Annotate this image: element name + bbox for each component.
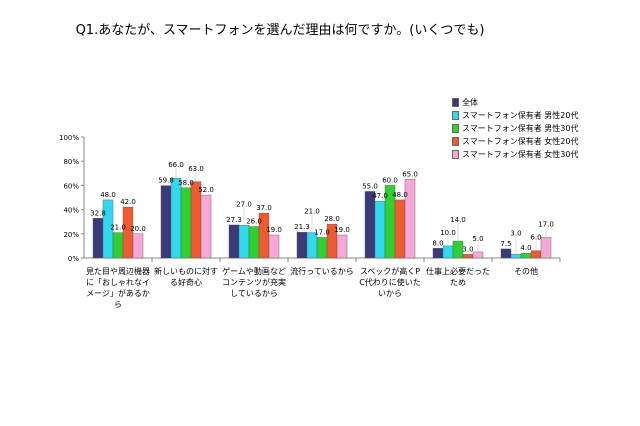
legend-item: 全体 [452,96,578,109]
data-label: 60.0 [382,176,398,184]
data-label: 48.0 [392,191,408,199]
bar [122,206,134,259]
legend-item: スマートフォン保有者 男性20代 [452,109,578,122]
bar [238,225,250,259]
data-label: 17.0 [538,220,554,228]
bar [170,177,182,259]
bar [160,185,172,259]
legend-swatch [452,111,459,120]
bar [510,254,522,259]
y-tick-label: 0% [68,255,79,263]
data-label: 66.0 [168,161,184,169]
data-label: 27.0 [236,200,252,208]
data-label: 32.8 [90,209,106,217]
data-label: 3.0 [510,229,521,237]
data-label: 14.0 [450,216,466,224]
bar [500,248,512,259]
data-label: 6.0 [530,234,541,242]
data-label: 10.0 [440,229,456,237]
category-label: ゲームや動画などコンテンツが充実しているから [222,267,286,298]
data-label: 48.0 [100,191,116,199]
bar [296,232,308,259]
bar [228,224,240,259]
data-label: 5.0 [472,235,483,243]
data-label: 20.0 [130,225,146,233]
data-label: 65.0 [402,170,418,178]
data-label: 19.0 [334,226,350,234]
bar [462,254,474,259]
data-label: 27.3 [226,216,242,224]
data-label: 21.0 [304,208,320,216]
bar [248,226,260,259]
bar [316,237,328,259]
legend-swatch [452,137,459,146]
data-label: 19.0 [266,226,282,234]
y-tick-label: 40% [63,207,79,215]
legend-swatch [452,124,459,133]
bar [404,179,416,259]
legend-item: スマートフォン保有者 男性30代 [452,122,578,135]
legend-item: スマートフォン保有者 女性20代 [452,135,578,148]
data-label: 26.0 [246,218,262,226]
legend-item: スマートフォン保有者 女性30代 [452,148,578,161]
bar [102,199,114,259]
bar [374,200,386,259]
bar [520,252,532,259]
y-tick-label: 60% [63,182,79,190]
category-label: その他 [514,267,538,276]
legend-label: 全体 [462,98,478,107]
category-label: 仕事上必要だったため [426,267,490,287]
bar [442,245,454,259]
bar [432,248,444,259]
data-label: 63.0 [188,165,204,173]
category-label: 見た目や周辺機器に「おしゃれなイメージ」があるから [86,267,150,309]
data-label: 4.0 [520,244,531,252]
data-label: 3.0 [462,245,473,253]
chart-title: Q1.あなたが、スマートフォンを選んだ理由は何ですか。(いくつでも) [75,23,485,38]
legend-label: スマートフォン保有者 男性30代 [462,124,579,133]
data-label: 59.8 [158,177,174,185]
bar [472,251,484,259]
data-label: 21.3 [294,223,310,231]
bar [336,234,348,259]
data-label: 55.0 [362,182,378,190]
data-label: 7.5 [500,240,511,248]
legend-label: スマートフォン保有者 女性20代 [462,137,579,146]
legend-label: スマートフォン保有者 男性20代 [462,111,579,120]
bar [540,237,552,259]
bar [200,194,212,259]
category-label: 新しいものに対する好奇心 [154,267,218,287]
legend-swatch [452,150,459,159]
bar [394,199,406,259]
data-label: 28.0 [324,215,340,223]
category-label: 流行っているから [290,267,354,276]
bar [92,218,104,259]
legend-label: スマートフォン保有者 女性30代 [462,150,579,159]
data-label: 58.0 [178,179,194,187]
y-tick-label: 100% [59,134,79,142]
data-label: 37.0 [256,204,272,212]
bar [364,191,376,259]
data-label: 17.0 [314,228,330,236]
data-label: 47.0 [372,192,388,200]
legend: 全体スマートフォン保有者 男性20代 スマートフォン保有者 男性30代 スマートフォ… [452,96,578,161]
data-label: 42.0 [120,198,136,206]
bar [530,250,542,259]
data-label: 8.0 [432,239,443,247]
bar [112,232,124,259]
data-label: 21.0 [110,224,126,232]
bar [132,233,144,259]
bar [268,234,280,259]
legend-swatch [452,98,459,107]
category-label: スペックが高くPC代わりに使いたいから [359,267,421,298]
y-tick-label: 20% [63,231,79,239]
data-label: 52.0 [198,186,214,194]
y-tick-label: 80% [63,158,79,166]
bar [180,187,192,259]
